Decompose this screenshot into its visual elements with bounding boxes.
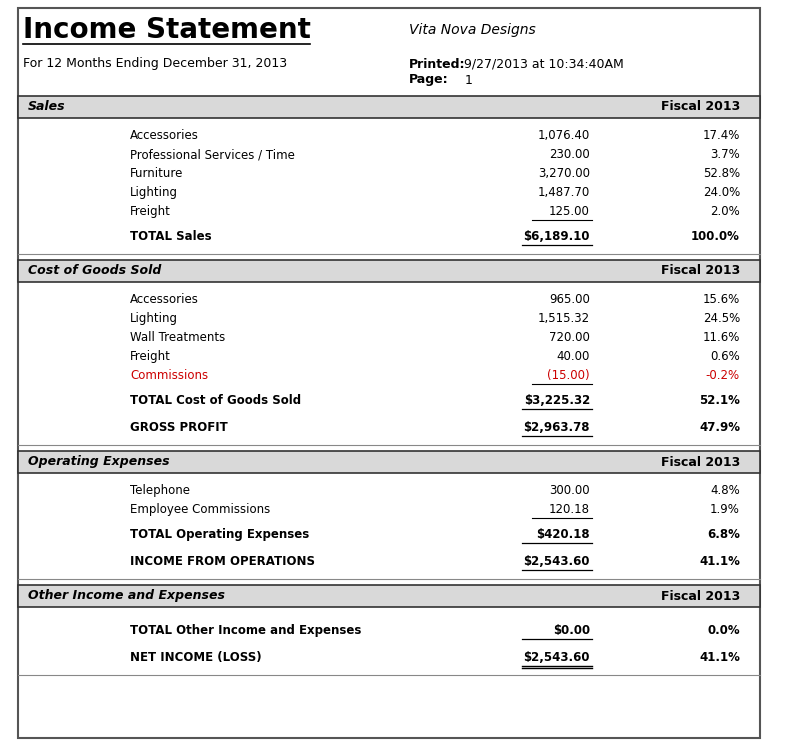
Text: TOTAL Cost of Goods Sold: TOTAL Cost of Goods Sold [130,394,301,407]
Text: TOTAL Sales: TOTAL Sales [130,230,212,243]
Text: Professional Services / Time: Professional Services / Time [130,148,295,161]
Text: 15.6%: 15.6% [703,293,740,306]
Text: 1.9%: 1.9% [710,503,740,516]
Text: 41.1%: 41.1% [699,555,740,568]
Text: 1: 1 [464,74,472,87]
Text: 1,487.70: 1,487.70 [538,186,590,199]
Text: Other Income and Expenses: Other Income and Expenses [28,589,225,603]
Text: Cost of Goods Sold: Cost of Goods Sold [28,265,161,278]
Text: 47.9%: 47.9% [699,421,740,434]
Text: 0.6%: 0.6% [710,350,740,363]
Text: 965.00: 965.00 [549,293,590,306]
Text: GROSS PROFIT: GROSS PROFIT [130,421,227,434]
Text: Wall Treatments: Wall Treatments [130,331,225,344]
Text: -0.2%: -0.2% [706,369,740,382]
Text: Fiscal 2013: Fiscal 2013 [661,456,740,468]
Text: 52.1%: 52.1% [699,394,740,407]
Text: $2,963.78: $2,963.78 [523,421,590,434]
Text: Commissions: Commissions [130,369,208,382]
Text: $0.00: $0.00 [553,624,590,637]
Text: 1,515.32: 1,515.32 [538,312,590,325]
Text: Operating Expenses: Operating Expenses [28,456,170,468]
Text: 41.1%: 41.1% [699,651,740,664]
Text: Fiscal 2013: Fiscal 2013 [661,265,740,278]
Bar [18,96,760,118]
Text: $3,225.32: $3,225.32 [524,394,590,407]
Text: Printed:: Printed: [409,57,466,71]
Text: 6.8%: 6.8% [708,528,740,541]
Text: Freight: Freight [130,205,171,218]
Bar [18,451,760,473]
Text: TOTAL Other Income and Expenses: TOTAL Other Income and Expenses [130,624,361,637]
Text: $6,189.10: $6,189.10 [523,230,590,243]
Text: NET INCOME (LOSS): NET INCOME (LOSS) [130,651,261,664]
Text: Furniture: Furniture [130,167,183,180]
Text: For 12 Months Ending December 31, 2013: For 12 Months Ending December 31, 2013 [23,57,287,71]
Text: 230.00: 230.00 [549,148,590,161]
Text: 17.4%: 17.4% [703,129,740,142]
Text: 300.00: 300.00 [549,484,590,497]
Text: 120.18: 120.18 [549,503,590,516]
Text: INCOME FROM OPERATIONS: INCOME FROM OPERATIONS [130,555,315,568]
Text: 24.5%: 24.5% [703,312,740,325]
Text: 2.0%: 2.0% [710,205,740,218]
Text: Sales: Sales [28,101,65,113]
Text: 4.8%: 4.8% [710,484,740,497]
Text: $2,543.60: $2,543.60 [523,555,590,568]
Text: 3,270.00: 3,270.00 [538,167,590,180]
Text: Income Statement: Income Statement [23,16,311,44]
Text: $420.18: $420.18 [537,528,590,541]
Text: Employee Commissions: Employee Commissions [130,503,270,516]
Text: (15.00): (15.00) [548,369,590,382]
Text: 24.0%: 24.0% [703,186,740,199]
Text: 11.6%: 11.6% [703,331,740,344]
Text: Telephone: Telephone [130,484,190,497]
Text: 100.0%: 100.0% [691,230,740,243]
Text: Lighting: Lighting [130,312,178,325]
Text: 9/27/2013 at 10:34:40AM: 9/27/2013 at 10:34:40AM [464,57,624,71]
Text: 125.00: 125.00 [549,205,590,218]
Text: 3.7%: 3.7% [710,148,740,161]
Text: Fiscal 2013: Fiscal 2013 [661,101,740,113]
Text: 1,076.40: 1,076.40 [538,129,590,142]
Text: 720.00: 720.00 [549,331,590,344]
Bar [18,585,760,607]
Text: $2,543.60: $2,543.60 [523,651,590,664]
Text: 40.00: 40.00 [556,350,590,363]
Text: Accessories: Accessories [130,129,199,142]
Text: Fiscal 2013: Fiscal 2013 [661,589,740,603]
Text: Vita Nova Designs: Vita Nova Designs [409,23,536,37]
Text: TOTAL Operating Expenses: TOTAL Operating Expenses [130,528,309,541]
Text: Freight: Freight [130,350,171,363]
Text: Accessories: Accessories [130,293,199,306]
Text: 0.0%: 0.0% [708,624,740,637]
Text: Page:: Page: [409,74,449,87]
Text: Lighting: Lighting [130,186,178,199]
Text: 52.8%: 52.8% [703,167,740,180]
Bar [18,260,760,282]
